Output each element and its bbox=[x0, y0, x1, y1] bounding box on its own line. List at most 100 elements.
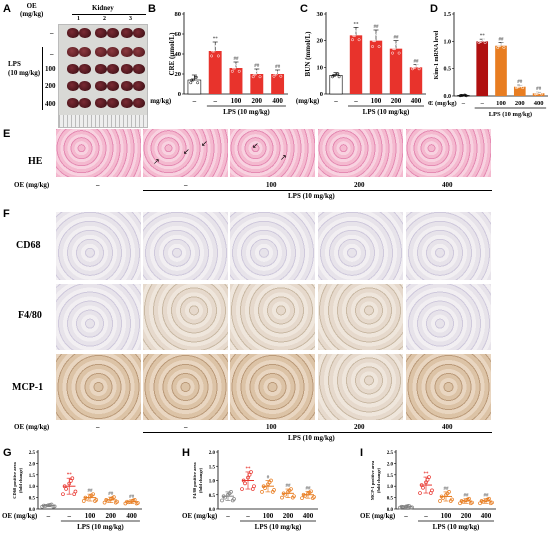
kidney-oe-header: OE (mg/kg) bbox=[20, 2, 44, 18]
y-axis-label: CD68 positive area bbox=[12, 462, 17, 499]
significance-label: ## bbox=[464, 494, 470, 499]
significance-label: ** bbox=[354, 22, 360, 27]
significance-label: ## bbox=[254, 64, 259, 69]
y-tick-label: 0.5 bbox=[29, 497, 36, 502]
mcp1-image-400 bbox=[406, 354, 491, 420]
data-point bbox=[498, 44, 502, 48]
significance-label: ** bbox=[213, 37, 219, 42]
data-point bbox=[392, 47, 395, 51]
y-tick-label: 30 bbox=[317, 11, 324, 18]
x-axis-lps-label: LPS (10 mg/kg) bbox=[77, 523, 124, 531]
data-point bbox=[278, 70, 281, 74]
ihc-lps-label: LPS (10 mg/kg) bbox=[288, 434, 335, 442]
ihc-dose-5: 400 bbox=[442, 423, 453, 431]
significance-label: ## bbox=[414, 60, 420, 65]
panel-label-f: F bbox=[3, 208, 10, 220]
data-point bbox=[481, 38, 485, 42]
he-dose-2: – bbox=[184, 181, 188, 189]
data-point bbox=[393, 47, 397, 51]
significance-label: ## bbox=[234, 57, 240, 62]
x-tick-label: 400 bbox=[272, 97, 283, 105]
bar bbox=[409, 67, 423, 94]
data-point bbox=[519, 84, 523, 88]
y-axis-label: Kim-1 mRNA level bbox=[434, 30, 440, 79]
data-point bbox=[337, 75, 341, 79]
data-point bbox=[270, 490, 275, 494]
y-tick-label: 2.0 bbox=[29, 462, 36, 467]
y-tick-label: 0.0 bbox=[29, 508, 36, 513]
data-point bbox=[210, 54, 214, 58]
data-point bbox=[211, 49, 215, 53]
data-point bbox=[482, 38, 486, 42]
x-tick-label: 200 bbox=[106, 512, 117, 520]
data-point bbox=[375, 33, 379, 37]
he-lps-rule bbox=[143, 190, 492, 191]
data-point bbox=[196, 81, 200, 85]
cd68-image-lps bbox=[143, 212, 228, 280]
data-point bbox=[237, 69, 241, 73]
y-tick-label: 0.0 bbox=[209, 508, 216, 513]
data-point bbox=[243, 481, 247, 486]
y-tick-label: 1.5 bbox=[387, 474, 394, 479]
ihc-dose-2: – bbox=[184, 423, 188, 431]
data-point bbox=[520, 84, 523, 88]
kidney-header: Kidney bbox=[92, 4, 114, 12]
ihc-lps-rule bbox=[143, 432, 492, 433]
bar bbox=[532, 93, 545, 96]
data-point bbox=[64, 487, 68, 491]
bar bbox=[513, 86, 526, 96]
data-point bbox=[72, 492, 77, 497]
bar bbox=[271, 74, 285, 94]
he-image-400 bbox=[406, 129, 491, 177]
mcp1-image-control bbox=[56, 354, 141, 420]
x-tick-label: 200 bbox=[391, 97, 402, 105]
data-point bbox=[102, 500, 107, 505]
data-point bbox=[500, 42, 504, 46]
x-tick-label: 200 bbox=[283, 512, 294, 520]
data-point bbox=[460, 94, 464, 97]
data-point bbox=[516, 85, 519, 89]
data-point bbox=[372, 39, 375, 43]
x-tick-label: 100 bbox=[371, 97, 382, 105]
y-tick-label: 1.5 bbox=[209, 465, 216, 470]
data-point bbox=[69, 479, 73, 483]
data-point bbox=[416, 64, 420, 68]
significance-label: ## bbox=[286, 484, 292, 489]
data-point bbox=[230, 69, 234, 73]
data-point bbox=[220, 498, 224, 503]
data-point bbox=[534, 91, 538, 95]
data-point bbox=[230, 498, 235, 503]
panel-label-b: B bbox=[148, 3, 156, 15]
data-point bbox=[353, 33, 357, 37]
data-point bbox=[279, 74, 283, 78]
f480-image-400 bbox=[406, 284, 491, 350]
kidney-row-lps: – bbox=[50, 50, 54, 58]
data-point bbox=[468, 501, 473, 506]
data-point bbox=[377, 45, 381, 48]
data-point bbox=[190, 78, 194, 82]
x-tick-label: – bbox=[192, 97, 197, 105]
data-point bbox=[277, 70, 281, 74]
kidney-lps-label: LPS (10 mg/kg) bbox=[8, 60, 41, 77]
x-tick-label: 400 bbox=[411, 97, 422, 105]
data-point bbox=[250, 487, 255, 491]
kidney-row-200: 200 bbox=[45, 82, 56, 90]
x-tick-label: – bbox=[225, 512, 230, 520]
data-point bbox=[336, 72, 340, 76]
x-tick-label: 200 bbox=[461, 512, 472, 520]
panel-label-e: E bbox=[3, 128, 11, 140]
y-tick-label: 1.5 bbox=[444, 12, 452, 18]
data-point bbox=[231, 66, 235, 70]
data-point bbox=[216, 54, 220, 58]
y-tick-label: 0.5 bbox=[209, 494, 216, 499]
significance-label: ## bbox=[108, 492, 114, 497]
kidney-row-400: 400 bbox=[45, 100, 56, 108]
data-point bbox=[257, 69, 261, 73]
x-tick-label: – bbox=[461, 100, 466, 107]
kidney-col-2: 2 bbox=[103, 16, 106, 22]
ihc-dose-4: 200 bbox=[354, 423, 365, 431]
x-axis-lps-label: LPS (10 mg/kg) bbox=[363, 108, 410, 116]
cd68-image-200 bbox=[318, 212, 403, 280]
ihc-oe-label: OE (mg/kg) bbox=[14, 423, 50, 431]
data-point bbox=[256, 69, 260, 73]
